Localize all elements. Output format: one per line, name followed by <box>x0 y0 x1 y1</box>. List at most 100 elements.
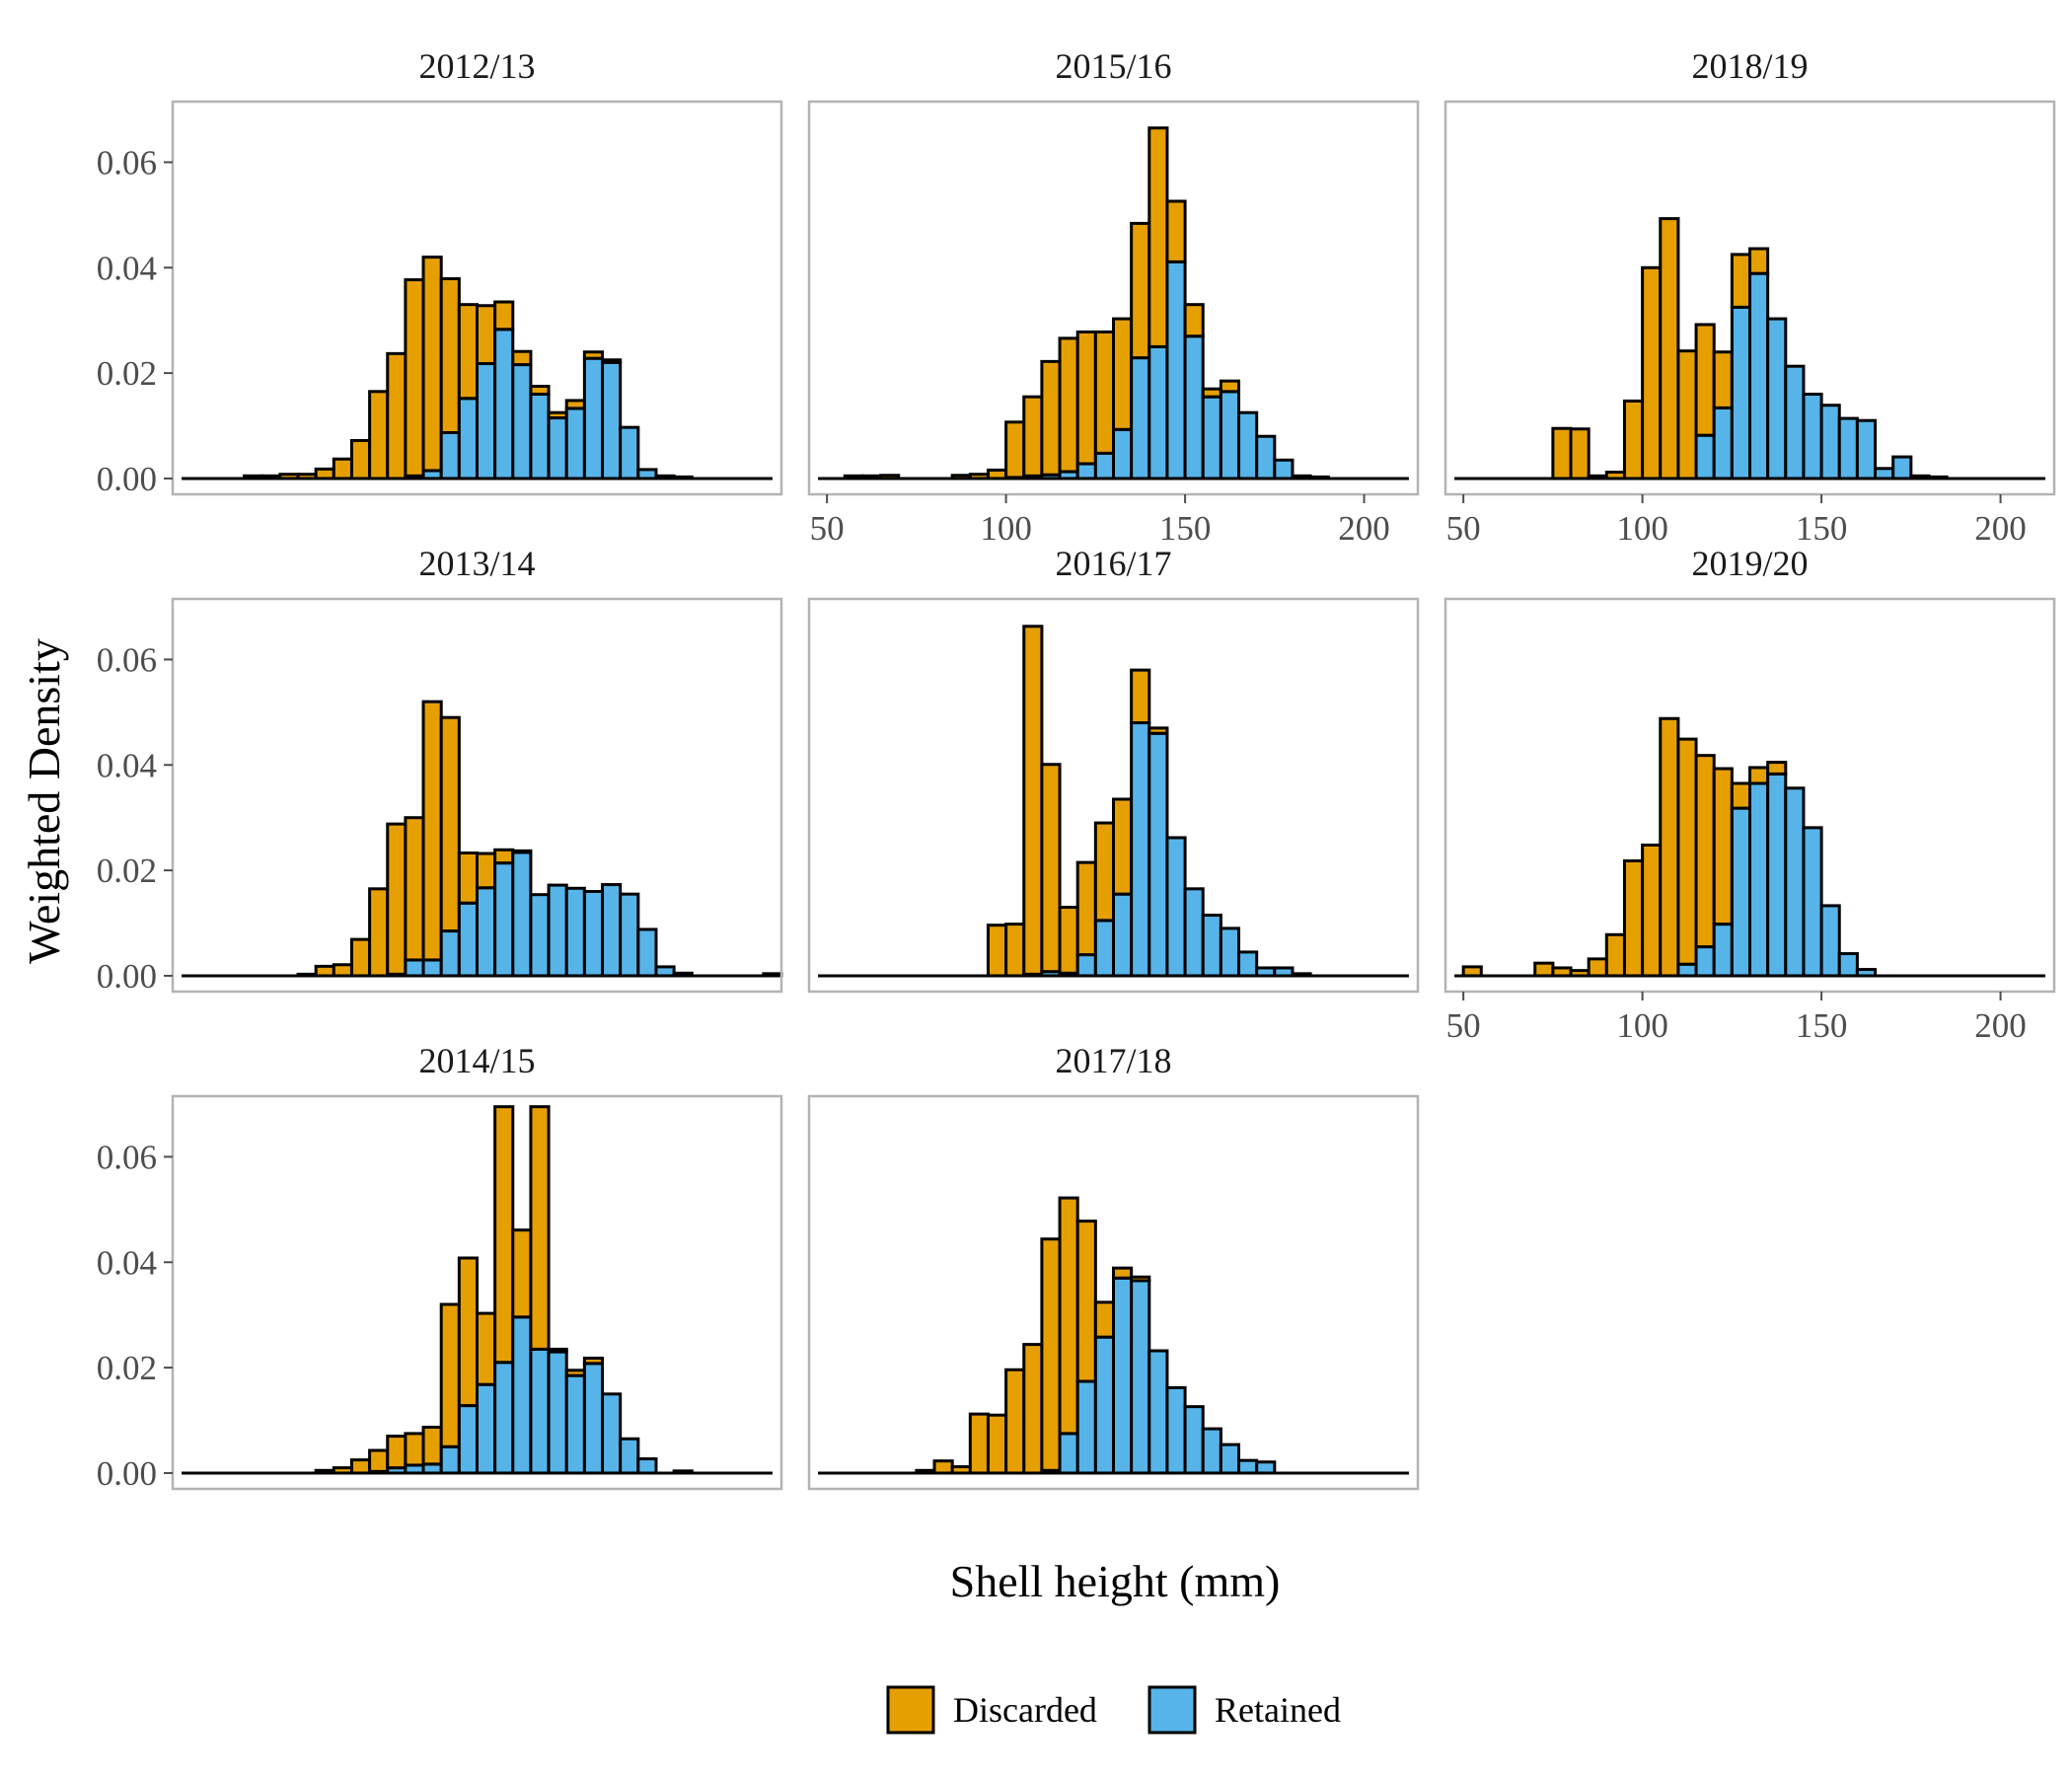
bar-discarded <box>1093 330 1115 455</box>
bar-discarded <box>932 1459 954 1475</box>
panel-border <box>171 597 783 994</box>
panel-border <box>1443 100 2056 496</box>
bar-discarded <box>986 924 1008 978</box>
bar-retained <box>1784 364 1806 481</box>
bar-discarded <box>1766 761 1788 776</box>
bar-discarded <box>1075 330 1097 466</box>
bar-discarded <box>1112 797 1134 896</box>
bar-retained <box>1802 392 1823 481</box>
bar-retained <box>1183 887 1205 978</box>
bar-retained <box>582 1362 605 1475</box>
bar-discarded <box>314 1468 335 1475</box>
bar-discarded <box>1569 969 1591 978</box>
bar-retained <box>601 1392 623 1475</box>
bar-discarded <box>1058 336 1079 474</box>
bar-retained <box>1112 1276 1134 1475</box>
panel-title: 2016/17 <box>1055 544 1171 583</box>
bar-retained <box>601 360 623 481</box>
y-tick-label: 0.02 <box>97 851 157 890</box>
bar-discarded <box>314 467 335 481</box>
bar-retained <box>582 356 605 481</box>
legend-key-retained <box>1147 1685 1197 1735</box>
bar-discarded <box>421 1425 443 1466</box>
bar-retained <box>529 893 551 978</box>
bar-discarded <box>1712 767 1734 926</box>
bar-discarded <box>404 1432 425 1467</box>
bar-retained <box>1112 427 1134 481</box>
bar-retained <box>1130 356 1151 481</box>
bar-discarded <box>368 1448 390 1473</box>
bar-retained <box>1273 966 1295 978</box>
facet-panel-2018-19: 2018/19 <box>1443 46 2056 496</box>
bar-retained <box>493 1361 515 1475</box>
facet-panel-2014-15: 2014/15 <box>171 1041 783 1491</box>
bar-discarded <box>1075 1220 1097 1383</box>
bar-discarded <box>1604 471 1626 481</box>
bar-discarded <box>547 410 568 420</box>
bar-discarded <box>349 937 372 978</box>
bar-retained <box>439 929 461 978</box>
bar-retained <box>1855 418 1878 481</box>
bar-discarded <box>1748 766 1770 785</box>
bar-discarded <box>1694 754 1716 949</box>
bar-retained <box>654 965 676 978</box>
bar-discarded <box>1040 359 1062 477</box>
bar-discarded <box>879 474 901 481</box>
panel-title: 2012/13 <box>418 46 535 86</box>
bar-retained <box>511 851 533 978</box>
bar-retained <box>1201 1427 1222 1475</box>
x-tick-label: 50 <box>1446 1006 1481 1045</box>
bar-discarded <box>511 849 533 854</box>
bar-retained <box>1093 451 1115 481</box>
y-tick-label: 0.04 <box>97 1243 157 1282</box>
bar-retained <box>619 425 640 481</box>
bar-retained <box>1255 1460 1277 1475</box>
bar-retained <box>1183 1405 1205 1475</box>
bar-discarded <box>1130 221 1151 360</box>
bar-discarded <box>1587 474 1608 481</box>
panel-title: 2019/20 <box>1691 544 1808 583</box>
bar-retained <box>1237 950 1259 978</box>
bar-discarded <box>439 715 461 933</box>
bar-retained <box>493 328 515 481</box>
panel-border <box>807 1094 1420 1491</box>
bar-discarded <box>1130 1275 1151 1283</box>
bar-discarded <box>1641 843 1663 978</box>
bar-retained <box>1165 259 1187 481</box>
bar-retained <box>1748 271 1770 481</box>
bar-discarded <box>1075 860 1097 957</box>
bar-retained <box>1273 458 1295 481</box>
x-tick-label: 50 <box>810 509 845 548</box>
x-tick-label: 200 <box>1338 509 1390 548</box>
bar-retained <box>1130 721 1151 978</box>
bar-retained <box>1837 416 1859 481</box>
bar-retained <box>1694 945 1716 978</box>
bar-retained <box>547 883 568 978</box>
bar-discarded <box>1748 247 1770 275</box>
bar-discarded <box>1165 199 1187 263</box>
bar-retained <box>636 468 658 481</box>
bar-retained <box>1075 953 1097 978</box>
bar-discarded <box>1730 253 1751 309</box>
bar-retained <box>1766 317 1788 481</box>
bar-discarded <box>1551 966 1573 978</box>
y-axis-title: Weighted Density <box>19 638 69 964</box>
bar-discarded <box>1147 726 1169 735</box>
bar-retained <box>1201 395 1222 481</box>
bar-discarded <box>986 1413 1008 1475</box>
bar-retained <box>672 1469 694 1475</box>
bar-retained <box>619 892 640 978</box>
facet-panel-2019-20: 2019/20 <box>1443 544 2056 994</box>
bar-discarded <box>421 256 443 473</box>
panel-border <box>1443 597 2056 994</box>
facet-panel-2016-17: 2016/17 <box>807 544 1420 994</box>
facet-panel-2017-18: 2017/18 <box>807 1041 1420 1491</box>
bar-discarded <box>1533 961 1555 978</box>
facet-panel-2013-14: 2013/14 <box>171 544 783 994</box>
bar-discarded <box>582 1357 605 1366</box>
y-tick-label: 0.02 <box>97 354 157 393</box>
bar-discarded <box>1201 387 1222 399</box>
y-tick-label: 0.06 <box>97 143 157 182</box>
bar-retained <box>476 362 497 481</box>
